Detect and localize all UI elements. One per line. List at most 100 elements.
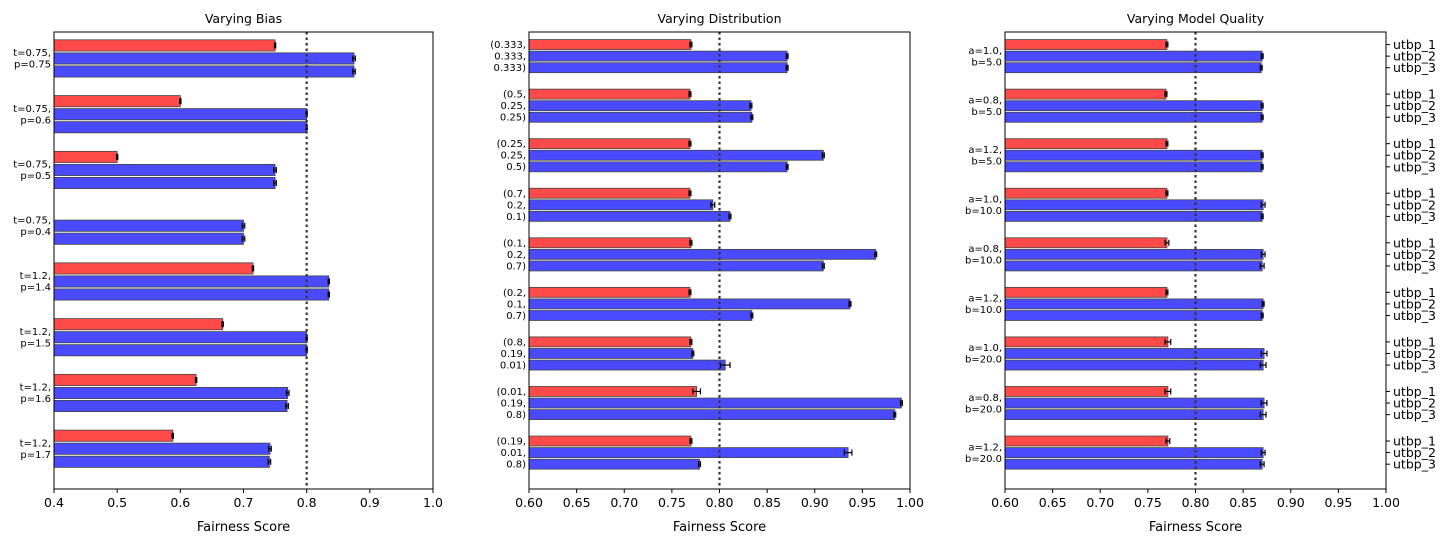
- group-tick-label-line: (0.1,: [503, 238, 526, 249]
- bar: [1004, 88, 1167, 100]
- group-tick-label: t=0.75, p=0.6: [13, 104, 51, 127]
- bar: [528, 149, 824, 161]
- bar: [528, 435, 692, 447]
- bar: [528, 199, 714, 211]
- group-tick-label-line: a=1.0,: [968, 195, 1002, 206]
- bar: [528, 88, 691, 100]
- x-axis-label: Fairness Score: [197, 520, 290, 535]
- group-tick-label-line: t=0.75,: [13, 160, 51, 171]
- group-tick-label: t=1.2, p=1.4: [20, 271, 51, 294]
- bar: [1004, 100, 1263, 112]
- bar: [53, 163, 276, 176]
- bar: [1004, 447, 1264, 458]
- group-tick-label-line: t=0.75,: [13, 48, 51, 59]
- group-tick-label-line: b=10.0: [965, 305, 1002, 316]
- group-tick-label-line: 0.333): [493, 63, 526, 74]
- bar: [53, 442, 271, 455]
- bar: [528, 138, 691, 150]
- group-tick-label-line: 0.7): [506, 261, 526, 272]
- bar: [1004, 260, 1263, 272]
- bar: [528, 336, 692, 348]
- x-tick-label: 0.70: [610, 495, 638, 510]
- bar: [53, 262, 254, 275]
- x-tick-label: 1.00: [896, 495, 924, 510]
- x-tick-label: 0.7: [234, 495, 254, 510]
- series-tick-label: utbp_1: [1393, 384, 1436, 399]
- series-tick-label: utbp_1: [1393, 235, 1436, 250]
- group-tick-label: t=1.2, p=1.6: [20, 383, 51, 406]
- x-tick-label: 0.9: [360, 495, 380, 510]
- x-tick-label: 0.65: [1039, 495, 1067, 510]
- group-tick-label-line: (0.7,: [503, 189, 526, 200]
- series-tick-label: utbp_2: [1393, 296, 1436, 311]
- series-tick-label: utbp_2: [1393, 49, 1436, 64]
- group-tick-label: a=1.2, b=10.0: [965, 294, 1002, 317]
- bar: [1004, 248, 1264, 260]
- bar: [528, 298, 851, 310]
- group-tick-label-line: a=1.2,: [968, 145, 1002, 156]
- group-tick-label-line: 0.25,: [501, 151, 526, 162]
- x-tick-label: 0.6: [170, 495, 190, 510]
- bar: [1004, 409, 1264, 420]
- group-tick-label-line: b=20.0: [965, 355, 1002, 366]
- x-tick-label: 0.90: [801, 495, 829, 510]
- bar: [528, 397, 902, 409]
- bar: [528, 39, 692, 50]
- group-tick-label-line: p=1.7: [20, 450, 51, 461]
- group-tick-label-line: b=5.0: [971, 57, 1002, 68]
- group-tick-label-line: t=1.2,: [20, 327, 51, 338]
- series-tick-label: utbp_3: [1393, 407, 1436, 422]
- series-tick-label: utbp_1: [1393, 37, 1436, 52]
- bar: [53, 429, 174, 442]
- bar: [528, 386, 698, 397]
- bar: [53, 455, 270, 468]
- x-tick-label: 0.5: [107, 495, 127, 510]
- group-tick-label-line: t=1.2,: [20, 271, 51, 282]
- group-tick-label: (0.2, 0.1, 0.7): [503, 288, 526, 322]
- chart-panel-2: Varying Distribution (0.333, 0.333, 0.333) (…: [490, 11, 924, 535]
- x-tick-label: 0.4: [44, 495, 64, 510]
- bar: [1004, 336, 1169, 348]
- bar: [528, 458, 700, 470]
- x-tick-label: 0.90: [1277, 495, 1305, 510]
- group-tick-label: (0.7, 0.2, 0.1): [503, 189, 526, 223]
- series-tick-label: utbp_3: [1393, 358, 1436, 373]
- group-tick-label: (0.333, 0.333, 0.333): [490, 40, 526, 74]
- bar: [528, 237, 692, 249]
- bar: [1004, 111, 1263, 123]
- chart-title: Varying Bias: [205, 11, 282, 26]
- chart-title: Varying Distribution: [657, 11, 781, 26]
- group-tick-label: (0.1, 0.2, 0.7): [503, 238, 526, 272]
- bar: [1004, 161, 1263, 173]
- group-tick-label-line: 0.01,: [501, 448, 526, 459]
- group-tick-label: a=1.2, b=20.0: [965, 442, 1002, 465]
- x-tick-label: 0.75: [1134, 495, 1162, 510]
- group-tick-label-line: b=20.0: [965, 454, 1002, 465]
- bar: [53, 65, 355, 78]
- group-tick-label-line: 0.19,: [501, 349, 526, 360]
- bar: [1004, 149, 1263, 161]
- bar: [528, 359, 726, 371]
- group-tick-label: t=0.75, p=0.5: [13, 160, 51, 183]
- series-tick-label: utbp_2: [1393, 148, 1436, 163]
- bar: [53, 39, 276, 52]
- group-tick-label-line: 0.2,: [507, 200, 526, 211]
- group-tick-label-line: a=0.8,: [968, 393, 1002, 404]
- bar: [53, 176, 276, 189]
- bar: [1004, 435, 1169, 447]
- bar: [1004, 237, 1168, 249]
- group-tick-label-line: 0.8): [506, 410, 526, 421]
- x-tick-label: 0.85: [1229, 495, 1257, 510]
- bar: [528, 286, 691, 298]
- group-tick-label-line: p=0.75: [14, 60, 51, 71]
- group-tick-label-line: b=20.0: [965, 404, 1002, 415]
- series-tick-label: utbp_2: [1393, 197, 1436, 212]
- group-tick-label-line: b=10.0: [965, 256, 1002, 267]
- group-tick-label: t=1.2, p=1.7: [20, 438, 51, 461]
- group-tick-label: (0.8, 0.19, 0.01): [500, 337, 526, 371]
- bar: [53, 95, 181, 108]
- group-tick-label-line: t=0.75,: [13, 104, 51, 115]
- group-tick-label-line: a=0.8,: [968, 95, 1002, 106]
- group-tick-label-line: p=1.6: [20, 394, 51, 405]
